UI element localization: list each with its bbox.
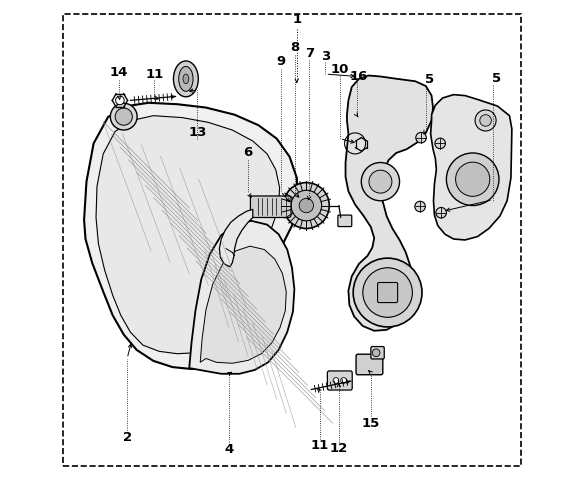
Text: 1: 1 bbox=[292, 12, 301, 26]
Circle shape bbox=[283, 183, 329, 228]
Circle shape bbox=[475, 110, 496, 131]
Circle shape bbox=[333, 378, 339, 383]
Circle shape bbox=[436, 207, 446, 218]
Polygon shape bbox=[220, 209, 253, 267]
Text: 11: 11 bbox=[145, 67, 164, 81]
Ellipse shape bbox=[183, 74, 189, 84]
Text: 10: 10 bbox=[331, 63, 349, 76]
Text: 7: 7 bbox=[305, 47, 314, 60]
Text: 6: 6 bbox=[244, 146, 253, 160]
Circle shape bbox=[340, 378, 346, 383]
Circle shape bbox=[115, 108, 133, 125]
Circle shape bbox=[116, 96, 124, 105]
Circle shape bbox=[480, 115, 491, 126]
Circle shape bbox=[369, 170, 392, 193]
Circle shape bbox=[363, 268, 412, 317]
Text: 11: 11 bbox=[311, 439, 329, 452]
FancyBboxPatch shape bbox=[371, 347, 384, 359]
FancyBboxPatch shape bbox=[356, 354, 383, 375]
Polygon shape bbox=[189, 221, 294, 374]
Circle shape bbox=[373, 349, 380, 357]
Ellipse shape bbox=[173, 61, 199, 97]
Polygon shape bbox=[96, 116, 280, 354]
Text: 13: 13 bbox=[188, 126, 207, 140]
Circle shape bbox=[299, 198, 314, 213]
FancyBboxPatch shape bbox=[338, 215, 352, 227]
Circle shape bbox=[361, 163, 399, 201]
FancyBboxPatch shape bbox=[328, 371, 352, 390]
Circle shape bbox=[416, 132, 426, 143]
Polygon shape bbox=[84, 103, 298, 369]
Polygon shape bbox=[430, 95, 512, 240]
Text: 15: 15 bbox=[361, 416, 380, 430]
Circle shape bbox=[446, 153, 499, 206]
Circle shape bbox=[435, 138, 446, 149]
Text: 5: 5 bbox=[492, 72, 501, 86]
Text: 2: 2 bbox=[123, 431, 131, 444]
Ellipse shape bbox=[179, 66, 193, 91]
Text: 14: 14 bbox=[110, 66, 128, 79]
Circle shape bbox=[291, 190, 322, 221]
Text: 16: 16 bbox=[350, 70, 368, 83]
Polygon shape bbox=[346, 76, 433, 331]
FancyBboxPatch shape bbox=[251, 196, 291, 217]
Circle shape bbox=[110, 103, 137, 130]
Text: 3: 3 bbox=[321, 50, 330, 63]
Polygon shape bbox=[200, 246, 286, 363]
Text: 5: 5 bbox=[425, 73, 434, 87]
Text: 8: 8 bbox=[291, 41, 300, 54]
Text: 12: 12 bbox=[330, 442, 348, 455]
Text: 4: 4 bbox=[224, 443, 234, 456]
FancyBboxPatch shape bbox=[378, 282, 398, 303]
Circle shape bbox=[456, 162, 490, 196]
Text: 9: 9 bbox=[276, 54, 285, 68]
Circle shape bbox=[415, 201, 425, 212]
Circle shape bbox=[353, 258, 422, 327]
